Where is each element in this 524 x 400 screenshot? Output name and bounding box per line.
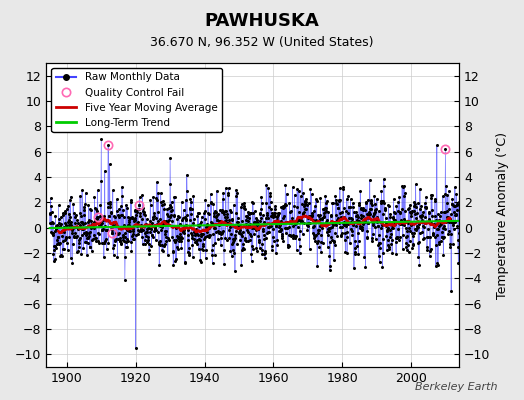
Text: Berkeley Earth: Berkeley Earth: [416, 382, 498, 392]
Y-axis label: Temperature Anomaly (°C): Temperature Anomaly (°C): [496, 132, 509, 298]
Text: PAWHUSKA: PAWHUSKA: [205, 12, 319, 30]
Text: 36.670 N, 96.352 W (United States): 36.670 N, 96.352 W (United States): [150, 36, 374, 49]
Legend: Raw Monthly Data, Quality Control Fail, Five Year Moving Average, Long-Term Tren: Raw Monthly Data, Quality Control Fail, …: [51, 68, 222, 132]
